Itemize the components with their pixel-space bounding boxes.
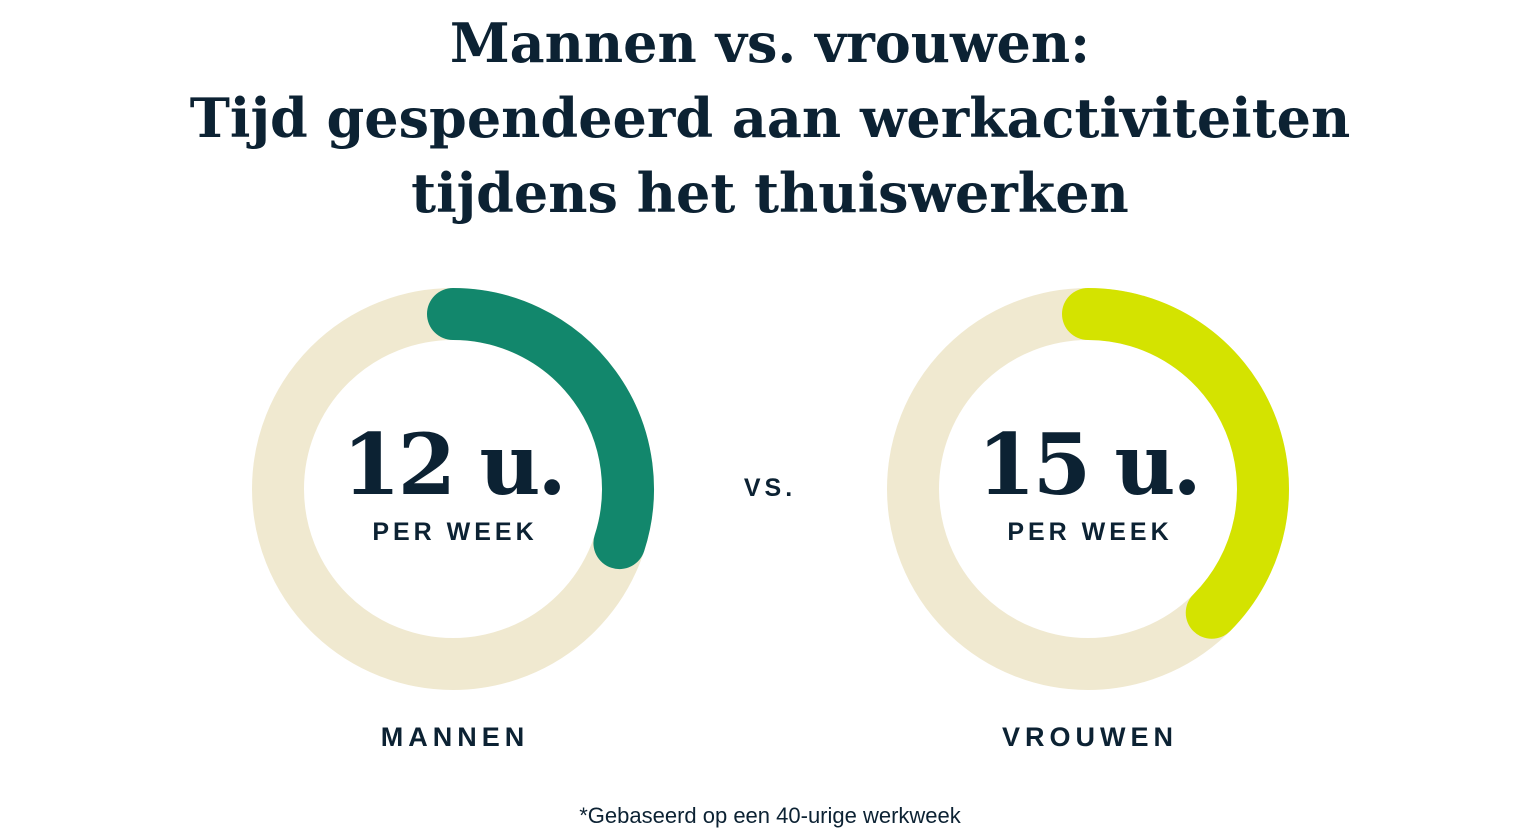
donut-arc-mannen xyxy=(427,288,654,570)
value-vrouwen: 15 u. xyxy=(977,415,1201,514)
footnote: *Gebaseerd op een 40-urige werkweek xyxy=(579,803,961,828)
title-line-2: Tijd gespendeerd aan werkactiviteiten xyxy=(189,86,1351,150)
unit-label-mannen: PER WEEK xyxy=(372,518,538,546)
unit-label-vrouwen: PER WEEK xyxy=(1007,518,1173,546)
label-mannen: MANNEN xyxy=(380,722,530,752)
title-line-3: tijdens het thuiswerken xyxy=(411,161,1129,225)
donut-arc-vrouwen xyxy=(1062,288,1289,639)
label-vrouwen: VROUWEN xyxy=(1002,722,1178,752)
vs-label: vs. xyxy=(743,474,797,502)
value-mannen: 12 u. xyxy=(342,415,566,514)
title-line-1: Mannen vs. vrouwen: xyxy=(449,11,1091,75)
chart-title: Mannen vs. vrouwen: Tijd gespendeerd aan… xyxy=(0,6,1540,231)
